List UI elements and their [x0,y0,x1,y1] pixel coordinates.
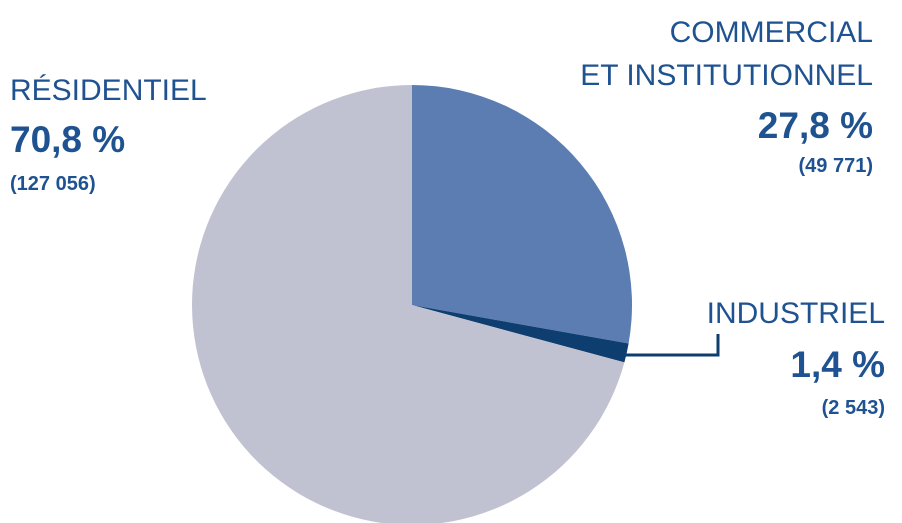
value-label: 1,4 % [790,344,885,385]
value-label: 27,8 % [758,105,873,146]
category-label: COMMERCIAL [670,16,873,49]
category-label: RÉSIDENTIEL [10,74,207,107]
category-label: INDUSTRIEL [707,297,885,330]
leader-line [624,334,720,357]
category-label: ET INSTITUTIONNEL [580,59,873,92]
count-label: (127 056) [10,173,96,195]
count-label: (2 543) [822,397,885,419]
pie-slice [412,85,632,344]
pie-slice [192,85,625,523]
value-label: 70,8 % [10,119,125,160]
pie-slice [412,305,629,363]
count-label: (49 771) [799,155,874,177]
